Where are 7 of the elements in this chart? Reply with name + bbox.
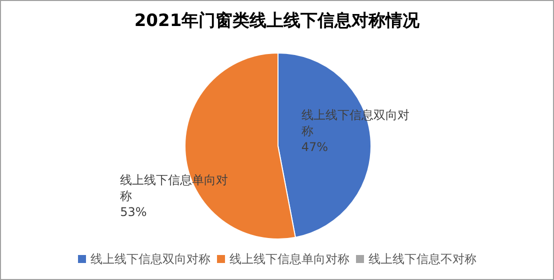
data-label: 53% <box>120 204 147 219</box>
data-label: 47% <box>301 140 328 154</box>
legend-label: 线上线下信息单向对称 <box>228 251 350 268</box>
chart-title: 2021年门窗类线上线下信息对称情况 <box>133 10 421 32</box>
legend-label: 线上线下信息不对称 <box>368 251 476 268</box>
legend-label: 线上线下信息双向对称 <box>90 251 210 268</box>
slice-label: 线上线下信息单向对称 <box>120 172 228 203</box>
